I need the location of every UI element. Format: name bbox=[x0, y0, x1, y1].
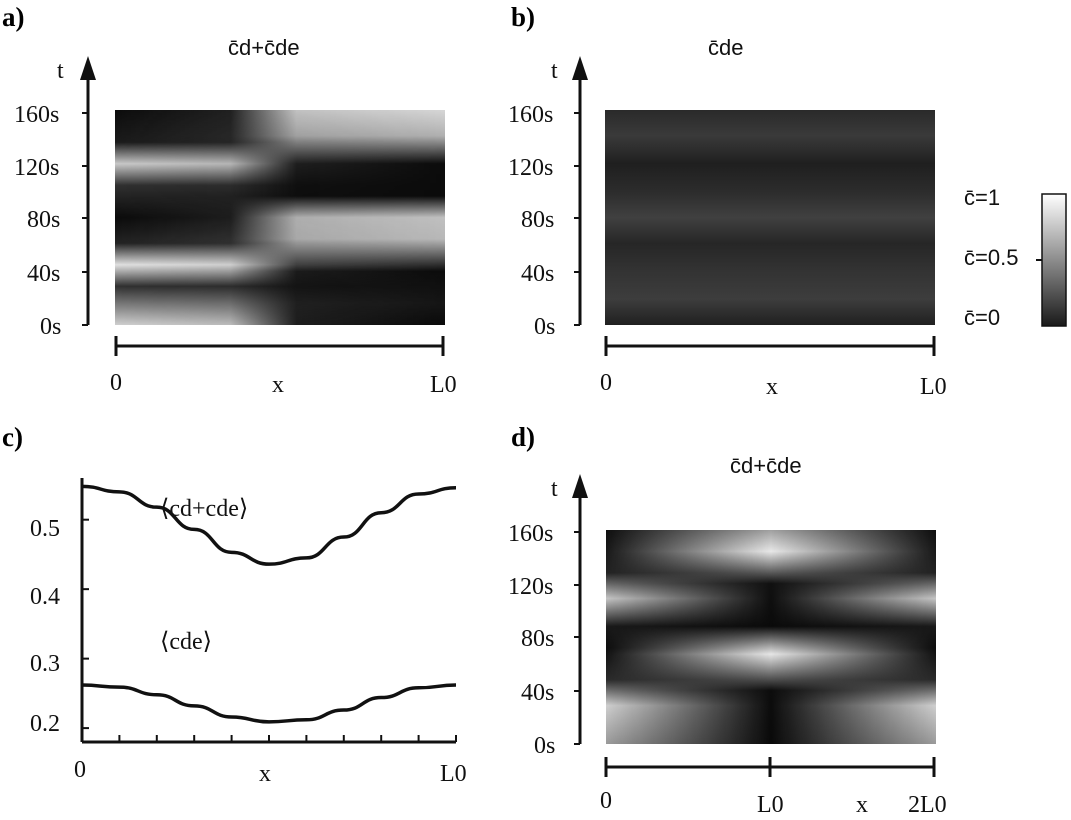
panel-a-x-label: x bbox=[272, 372, 284, 398]
series-line-0 bbox=[81, 484, 457, 566]
colorbar-label-min: c̄=0 bbox=[964, 305, 1000, 330]
tick-label: 160s bbox=[14, 102, 59, 128]
tick-label: 40s bbox=[521, 680, 554, 706]
arrow-up-icon bbox=[572, 56, 588, 80]
colorbar: c̄=1 c̄=0.5 c̄=0 bbox=[964, 185, 1067, 330]
panel-a-title: c̄d+c̄de bbox=[228, 35, 300, 60]
arrow-up-icon bbox=[572, 474, 588, 498]
tick-label: 0s bbox=[534, 733, 555, 759]
panel-c-y-ticks bbox=[82, 518, 89, 730]
tick-label: 0.2 bbox=[30, 711, 60, 737]
panel-d-heatmap bbox=[606, 530, 936, 744]
tick-label: 160s bbox=[508, 102, 553, 128]
tick-label: 0 bbox=[110, 370, 122, 396]
panel-d-title: c̄d+c̄de bbox=[730, 453, 802, 478]
series-label-cde: ⟨cde⟩ bbox=[160, 629, 212, 655]
tick-label: 80s bbox=[521, 626, 554, 652]
tick-label: 0s bbox=[534, 314, 555, 340]
tick-label: 0.4 bbox=[30, 584, 60, 610]
colorbar-gradient bbox=[1041, 193, 1067, 327]
tick-label: 120s bbox=[14, 155, 59, 181]
panel-b-heatmap bbox=[605, 110, 935, 325]
tick-label: 160s bbox=[508, 521, 553, 547]
tick-label: 80s bbox=[521, 207, 554, 233]
tick-label: 0.5 bbox=[30, 516, 60, 542]
panel-b-x-label: x bbox=[766, 374, 778, 400]
panel-d-y-ticks: 160s 120s 80s 40s 0s bbox=[508, 521, 580, 759]
tick-label: 120s bbox=[508, 574, 553, 600]
tick-label: 120s bbox=[508, 155, 553, 181]
tick-label: 40s bbox=[521, 261, 554, 287]
panel-d-label: d) bbox=[511, 422, 535, 452]
panel-b: b) c̄de t 160s 120s 80s 40s 0s 0 x L0 bbox=[508, 2, 1067, 400]
tick-label: 0 bbox=[600, 370, 612, 396]
panel-a-y-ticks: 160s 120s 80s 40s 0s bbox=[14, 102, 88, 340]
tick-label: L0 bbox=[920, 374, 947, 400]
panel-b-label: b) bbox=[511, 2, 535, 32]
panel-a-t-label: t bbox=[57, 58, 64, 84]
panel-a-heatmap bbox=[115, 110, 445, 325]
panel-b-y-ticks: 160s 120s 80s 40s 0s bbox=[508, 102, 580, 340]
panel-d: d) c̄d+c̄de t 160s 120s 80s 40s 0s 0 L0 … bbox=[508, 422, 947, 818]
tick-label: L0 bbox=[430, 372, 457, 398]
arrow-up-icon bbox=[80, 56, 96, 80]
panel-a: a) c̄d+c̄de t 160s 120s 80s 40s 0s 0 x L… bbox=[2, 2, 457, 398]
tick-label: 2L0 bbox=[908, 792, 947, 818]
tick-label: 0.3 bbox=[30, 651, 60, 677]
panel-c-label: c) bbox=[2, 422, 23, 452]
panel-c-x-ticks bbox=[81, 735, 457, 742]
colorbar-label-mid: c̄=0.5 bbox=[964, 245, 1018, 270]
panel-d-x-label: x bbox=[856, 792, 868, 818]
panel-b-title: c̄de bbox=[708, 35, 743, 60]
tick-label: L0 bbox=[440, 761, 467, 787]
series-label-total: ⟨cd+cde⟩ bbox=[160, 496, 248, 522]
tick-label: 80s bbox=[27, 207, 60, 233]
panel-a-label: a) bbox=[2, 2, 25, 32]
tick-label: 0 bbox=[600, 788, 612, 814]
panel-c: c) 0.5 0.4 0.3 0.2 0 x L0 ⟨cd+cde⟩ ⟨cde⟩ bbox=[2, 422, 467, 787]
panel-d-t-label: t bbox=[551, 476, 558, 502]
panel-c-x-label: x bbox=[259, 761, 271, 787]
colorbar-label-max: c̄=1 bbox=[964, 185, 1000, 210]
panel-c-curves bbox=[81, 484, 457, 724]
tick-label: 0 bbox=[74, 757, 86, 783]
panel-b-t-label: t bbox=[551, 58, 558, 84]
tick-label: L0 bbox=[757, 792, 784, 818]
tick-label: 40s bbox=[27, 261, 60, 287]
tick-label: 0s bbox=[40, 314, 61, 340]
heatmap-left-layer bbox=[115, 110, 445, 325]
series-line-1 bbox=[81, 683, 457, 724]
